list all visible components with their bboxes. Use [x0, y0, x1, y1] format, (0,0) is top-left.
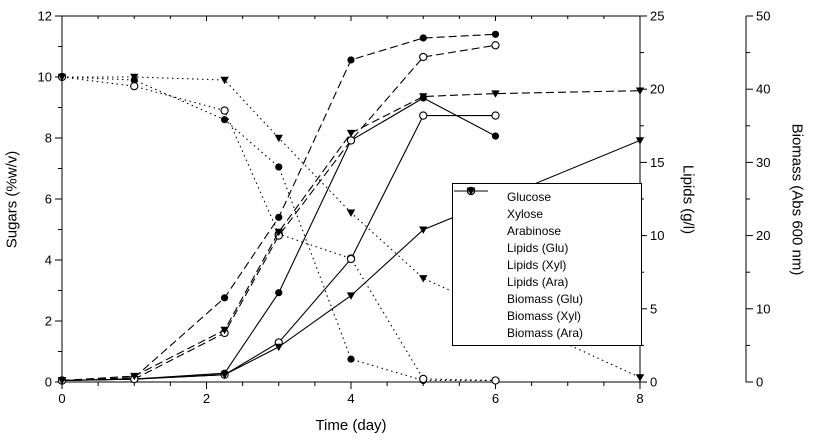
- legend-marker-biomass-glu: [454, 187, 499, 306]
- svg-text:25: 25: [650, 9, 664, 24]
- svg-text:20: 20: [756, 228, 770, 243]
- legend-marker-lipids-ara: [454, 187, 499, 289]
- svg-text:12: 12: [38, 9, 52, 24]
- svg-text:50: 50: [756, 9, 770, 24]
- svg-text:0: 0: [650, 375, 657, 390]
- svg-text:4: 4: [45, 253, 52, 268]
- svg-text:8: 8: [636, 391, 643, 406]
- svg-text:10: 10: [756, 301, 770, 316]
- svg-text:5: 5: [650, 301, 657, 316]
- legend-item: Xylose: [454, 186, 631, 221]
- legend-item: Biomass (Xyl): [454, 186, 631, 323]
- y-axis-title-lipids: Lipids (g/l): [679, 164, 697, 235]
- svg-text:10: 10: [38, 70, 52, 85]
- svg-text:6: 6: [45, 192, 52, 207]
- legend-marker-lipids-xyl: [454, 186, 499, 272]
- legend-item: Lipids (Xyl): [454, 186, 631, 272]
- svg-text:15: 15: [650, 155, 664, 170]
- legend-label: Biomass (Xyl): [507, 308, 582, 323]
- svg-text:0: 0: [58, 391, 65, 406]
- legend-marker-biomass-xyl: [454, 186, 499, 323]
- legend-marker-xylose: [454, 186, 499, 221]
- legend-label: Lipids (Glu): [507, 240, 569, 255]
- legend-label: Glucose: [507, 189, 552, 204]
- svg-text:0: 0: [756, 375, 763, 390]
- svg-text:0: 0: [45, 375, 52, 390]
- legend: Glucose Xylose Arabinose Lipids (Glu) Li…: [452, 183, 642, 346]
- legend-item: Lipids (Glu): [454, 187, 631, 255]
- svg-text:6: 6: [492, 391, 499, 406]
- x-axis-title: Time (day): [315, 417, 387, 434]
- legend-label: Arabinose: [507, 223, 562, 238]
- legend-item: Lipids (Ara): [454, 187, 631, 289]
- legend-item: Biomass (Ara): [454, 187, 631, 340]
- svg-text:30: 30: [756, 155, 770, 170]
- legend-marker-lipids-glu: [454, 187, 499, 255]
- legend-label: Lipids (Xyl): [507, 257, 567, 272]
- svg-text:2: 2: [203, 391, 210, 406]
- legend-marker-arabinose: [454, 187, 499, 238]
- y-axis-title-biomass: Biomass (Abs 600 nm): [788, 123, 806, 276]
- legend-label: Lipids (Ara): [507, 274, 569, 289]
- svg-text:8: 8: [45, 131, 52, 146]
- y-axis-title-sugars: Sugars (%w/v): [3, 150, 21, 249]
- legend-item: Biomass (Glu): [454, 187, 631, 306]
- legend-label: Biomass (Glu): [507, 291, 584, 306]
- svg-text:4: 4: [347, 391, 354, 406]
- svg-text:2: 2: [45, 314, 52, 329]
- legend-marker-biomass-ara: [454, 187, 499, 340]
- svg-text:10: 10: [650, 228, 664, 243]
- svg-text:40: 40: [756, 82, 770, 97]
- svg-text:20: 20: [650, 82, 664, 97]
- legend-label: Biomass (Ara): [507, 325, 584, 340]
- legend-item: Arabinose: [454, 187, 631, 238]
- legend-label: Xylose: [507, 206, 544, 221]
